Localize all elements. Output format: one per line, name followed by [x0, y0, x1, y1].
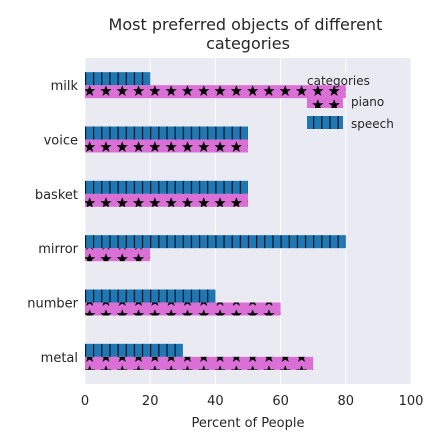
bar-piano-voice — [85, 139, 248, 153]
y-tick-label-number: number — [27, 297, 78, 312]
x-tick-labels: 0 20 40 60 80 100 — [81, 394, 424, 409]
x-tick-label: 60 — [272, 394, 289, 409]
bar-piano-metal — [85, 356, 314, 370]
x-tick-label: 40 — [207, 394, 224, 409]
y-tick-label-voice: voice — [44, 134, 78, 149]
bar-piano-milk — [85, 85, 346, 99]
x-tick-label: 100 — [399, 394, 424, 409]
legend-label-speech: speech — [351, 117, 394, 131]
y-tick-labels: metal number mirror basket voice milk — [27, 79, 78, 366]
y-tick-label-mirror: mirror — [38, 242, 78, 257]
chart-title: Most preferred objects of different cate… — [109, 15, 388, 53]
bar-piano-basket — [85, 193, 248, 207]
legend-swatch-piano — [307, 95, 343, 108]
grid — [84, 58, 412, 384]
bar-speech-voice — [85, 126, 248, 140]
plot-area — [85, 58, 411, 384]
chart-title-line-1: Most preferred objects of different — [109, 15, 383, 34]
y-tick-label-metal: metal — [41, 351, 78, 366]
chart-title-line-2: categories — [206, 34, 290, 53]
x-tick-label: 80 — [338, 394, 355, 409]
bar-speech-mirror — [85, 235, 346, 249]
bar-speech-basket — [85, 180, 248, 194]
bar-speech-metal — [85, 343, 183, 357]
bar-speech-number — [85, 289, 216, 303]
legend: categories piano speech — [307, 74, 394, 131]
y-tick-label-basket: basket — [35, 188, 78, 203]
bar-piano-mirror — [85, 248, 151, 262]
bar-speech-milk — [85, 72, 151, 86]
bars — [85, 72, 346, 370]
x-axis-label: Percent of People — [192, 416, 305, 431]
bar-piano-number — [85, 302, 281, 316]
legend-label-piano: piano — [351, 95, 384, 109]
x-tick-label: 0 — [81, 394, 89, 409]
y-tick-label-milk: milk — [51, 79, 79, 94]
legend-swatch-speech — [307, 116, 343, 129]
legend-title: categories — [307, 74, 370, 88]
x-tick-label: 20 — [142, 394, 159, 409]
